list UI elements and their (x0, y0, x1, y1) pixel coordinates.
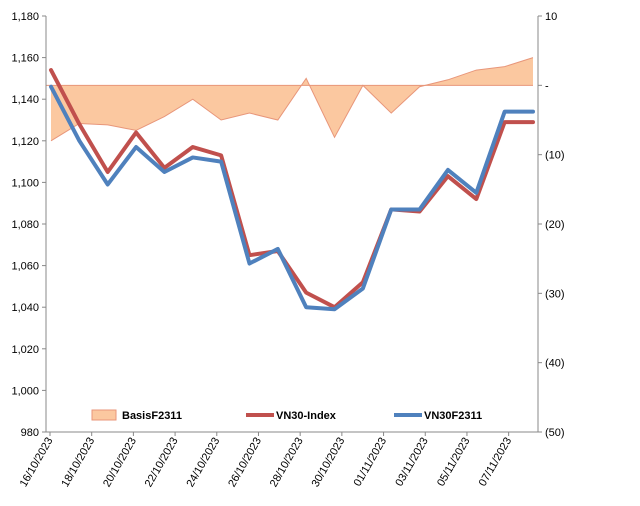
legend-label: VN30F2311 (424, 410, 482, 422)
y-left-tick-label: 980 (21, 427, 39, 439)
x-tick-label: 07/11/2023 (477, 435, 515, 488)
basis-area-layer (50, 57, 534, 142)
y-right-tick-label: (50) (545, 427, 565, 439)
x-tick-label: 26/10/2023 (226, 436, 264, 490)
y-left-tick-label: 1,040 (11, 302, 39, 314)
x-tick-label: 24/10/2023 (184, 436, 222, 490)
series-lines-layer (49, 68, 535, 312)
y-left-tick-label: 1,000 (11, 385, 39, 397)
y-right-tick-label: 10 (545, 11, 557, 23)
legend-label: VN30-Index (276, 410, 337, 422)
y-left-tick-label: 1,020 (11, 344, 39, 356)
x-tick-label: 16/10/2023 (18, 436, 56, 490)
series-line-vn30f2311 (49, 84, 535, 312)
y-left-tick-label: 1,120 (11, 136, 39, 148)
x-tick-label: 03/11/2023 (393, 436, 431, 489)
y-left-tick-label: 1,160 (11, 53, 39, 65)
y-left-tick-label: 1,180 (11, 11, 39, 23)
x-tick-label: 05/11/2023 (435, 436, 473, 489)
x-tick-label: 22/10/2023 (143, 436, 181, 490)
x-tick-label: 30/10/2023 (310, 436, 348, 490)
series-line-vn30-index (49, 68, 535, 310)
legend-swatch-basis (91, 409, 117, 421)
y-right-tick-label: (20) (545, 219, 565, 231)
basis-area-outline (50, 57, 534, 142)
x-tick-label: 20/10/2023 (101, 436, 139, 490)
legend-label: BasisF2311 (122, 410, 182, 422)
x-tick-label: 28/10/2023 (268, 436, 306, 490)
y-right-tick-label: - (545, 80, 549, 92)
x-tick-label: 18/10/2023 (59, 436, 97, 490)
y-left-tick-label: 1,080 (11, 219, 39, 231)
legend: BasisF2311 VN30-Index VN30F2311 (91, 409, 482, 422)
axes-layer (42, 15, 542, 436)
x-tick-label: 01/11/2023 (352, 436, 390, 489)
y-left-tick-label: 1,100 (11, 177, 39, 189)
y-right-tick-label: (40) (545, 358, 565, 370)
y-right-tick-label: (30) (545, 288, 565, 300)
y-left-tick-label: 1,140 (11, 94, 39, 106)
y-right-tick-label: (10) (545, 150, 565, 162)
y-left-tick-label: 1,060 (11, 261, 39, 273)
